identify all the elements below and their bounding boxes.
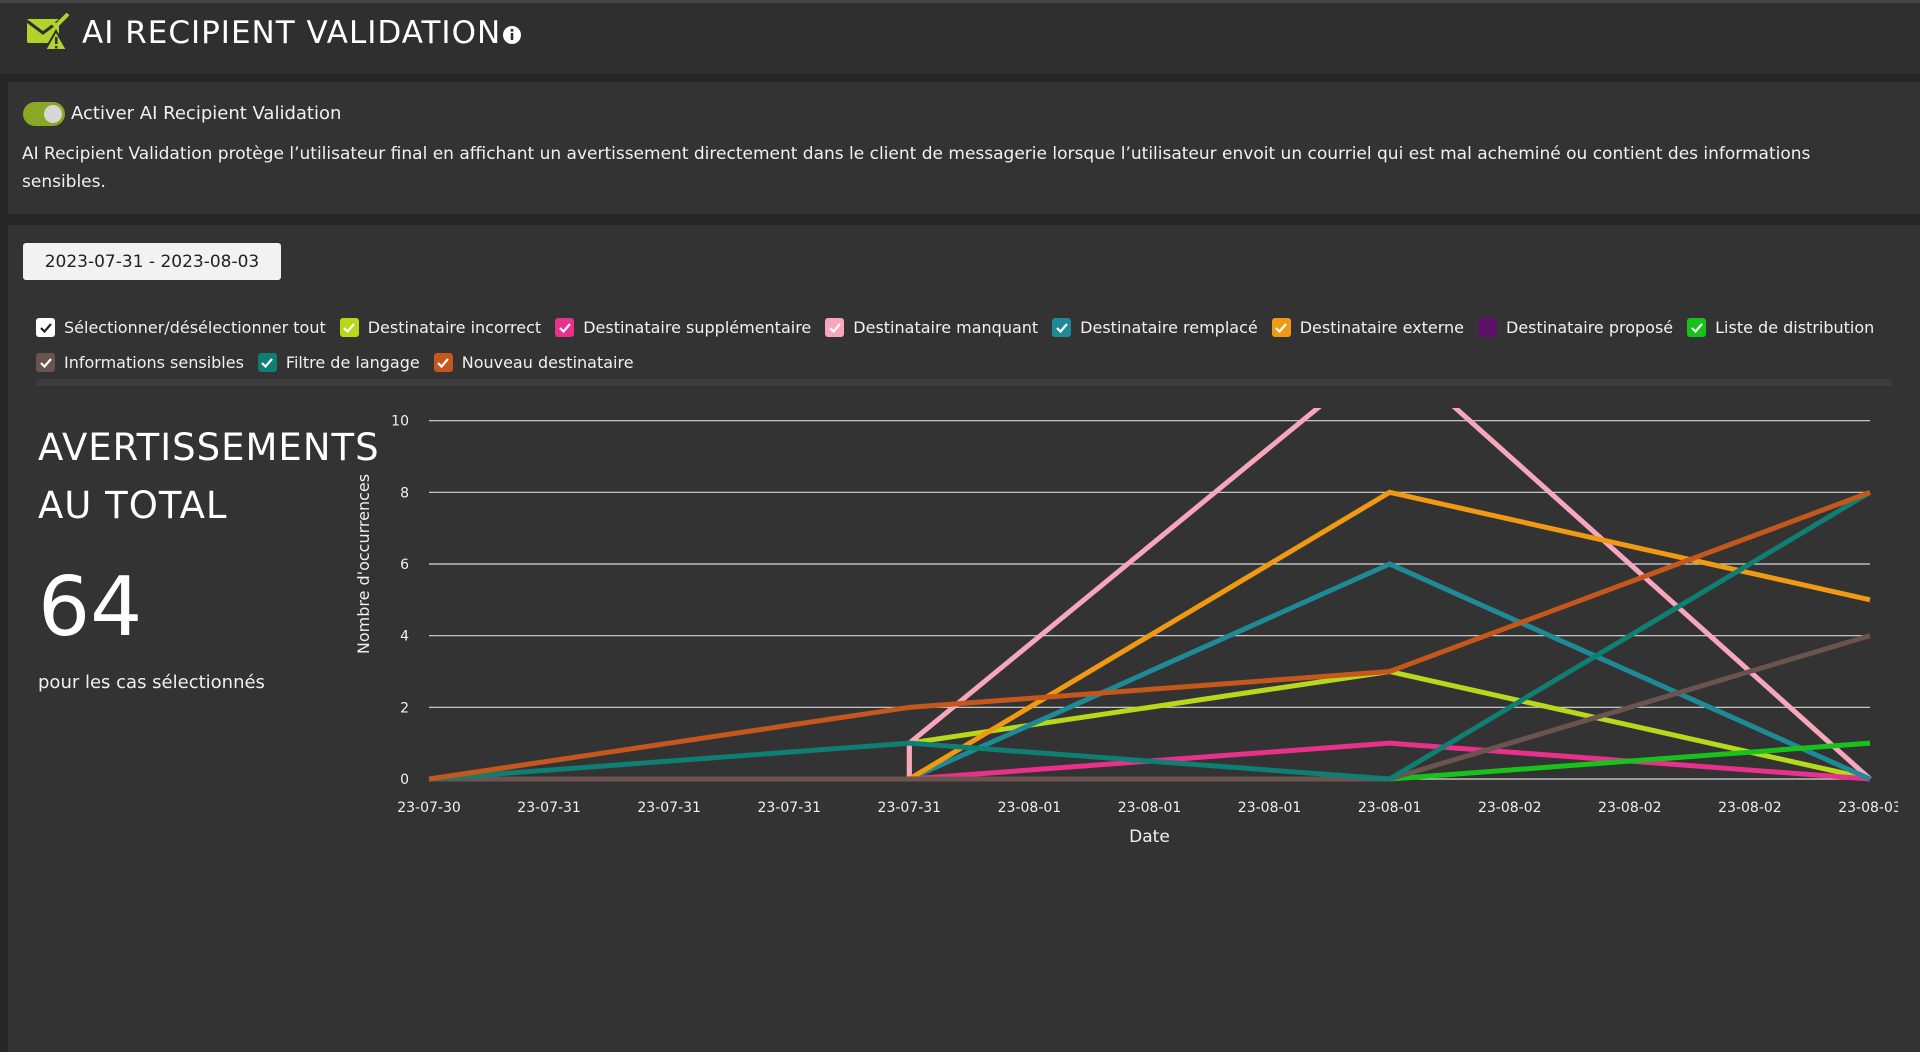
envelope-check-warning-icon bbox=[26, 13, 70, 51]
x-tick-label: 23-08-01 bbox=[1118, 800, 1182, 816]
checkmark-icon bbox=[829, 322, 841, 333]
legend-item[interactable]: Destinataire incorrect bbox=[339, 318, 542, 337]
y-tick-label: 8 bbox=[400, 485, 409, 501]
legend-item[interactable]: Filtre de langage bbox=[257, 353, 420, 372]
legend-checkbox[interactable] bbox=[1478, 318, 1497, 337]
legend-checkbox[interactable] bbox=[36, 353, 55, 372]
legend-label: Destinataire manquant bbox=[853, 318, 1039, 337]
x-tick-label: 23-08-03 bbox=[1838, 800, 1898, 816]
y-axis-label: Nombre d'occurrences bbox=[354, 474, 373, 654]
legend-label: Nouveau destinataire bbox=[461, 353, 634, 372]
checkmark-icon bbox=[39, 357, 52, 368]
legend-item[interactable]: Liste de distribution bbox=[1687, 318, 1874, 337]
y-tick-label: 4 bbox=[400, 629, 409, 645]
legend-checkbox[interactable] bbox=[36, 318, 55, 337]
info-icon[interactable] bbox=[502, 25, 522, 45]
x-tick-label: 23-08-01 bbox=[998, 800, 1062, 816]
series-line bbox=[429, 408, 1872, 782]
report-panel: 2023-07-31 - 2023-08-03 Sélectionner/dés… bbox=[8, 225, 1920, 1052]
divider bbox=[36, 379, 1892, 386]
legend-filters: Sélectionner/désélectionner tout Destinat… bbox=[36, 310, 1896, 380]
legend-item[interactable]: Destinataire externe bbox=[1271, 318, 1464, 337]
total-warnings-subtitle: pour les cas sélectionnés bbox=[38, 672, 265, 693]
legend-item[interactable]: Destinataire manquant bbox=[825, 318, 1038, 337]
y-tick-label: 10 bbox=[391, 414, 409, 430]
legend-label: Destinataire incorrect bbox=[367, 318, 542, 337]
y-tick-label: 2 bbox=[400, 700, 409, 716]
legend-checkbox[interactable] bbox=[555, 318, 575, 337]
legend-item[interactable]: Nouveau destinataire bbox=[433, 353, 634, 372]
total-title-line1: AVERTISSEMENTS bbox=[38, 426, 380, 469]
x-tick-label: 23-08-02 bbox=[1598, 800, 1662, 816]
warnings-line-chart: 02468101223-07-3023-07-3123-07-3123-07-3… bbox=[354, 408, 1898, 847]
legend-label: Informations sensibles bbox=[64, 353, 244, 372]
activation-panel: Activer AI Recipient Validation AI Recip… bbox=[8, 82, 1920, 214]
legend-checkbox[interactable] bbox=[1687, 318, 1707, 337]
x-tick-label: 23-07-31 bbox=[637, 800, 701, 816]
toggle-knob bbox=[44, 105, 62, 123]
legend-item[interactable]: Informations sensibles bbox=[36, 353, 244, 372]
series-line bbox=[428, 490, 1872, 782]
legend-item[interactable]: Destinataire supplémentaire bbox=[555, 318, 811, 337]
x-tick-label: 23-08-02 bbox=[1718, 800, 1782, 816]
legend-checkbox[interactable] bbox=[339, 318, 359, 337]
series-line bbox=[428, 489, 1871, 782]
app-header: AI RECIPIENT VALIDATION bbox=[0, 0, 1920, 74]
x-tick-label: 23-08-01 bbox=[1238, 800, 1302, 816]
y-tick-label: 0 bbox=[400, 772, 409, 788]
x-axis-label: Date bbox=[1129, 827, 1170, 847]
checkmark-icon bbox=[39, 322, 52, 333]
checkmark-icon bbox=[1690, 322, 1703, 333]
legend-item[interactable]: Destinataire remplacé bbox=[1052, 318, 1258, 337]
legend-checkbox[interactable] bbox=[1052, 318, 1072, 337]
legend-row: Informations sensibles Filtre de langage N… bbox=[36, 345, 1896, 380]
feature-description: AI Recipient Validation protège l’utilis… bbox=[22, 144, 1811, 192]
date-range-button[interactable]: 2023-07-31 - 2023-08-03 bbox=[23, 243, 281, 280]
x-tick-label: 23-07-31 bbox=[517, 800, 581, 816]
legend-label: Liste de distribution bbox=[1715, 318, 1875, 337]
legend-checkbox[interactable] bbox=[1271, 318, 1291, 337]
legend-label: Destinataire externe bbox=[1299, 318, 1464, 337]
x-tick-label: 23-07-30 bbox=[397, 800, 461, 816]
legend-label: Destinataire supplémentaire bbox=[583, 318, 812, 337]
checkmark-icon bbox=[343, 322, 356, 333]
checkmark-icon bbox=[1275, 322, 1288, 333]
total-warnings-title: AVERTISSEMENTS AU TOTAL bbox=[38, 419, 380, 535]
x-tick-label: 23-07-31 bbox=[757, 800, 821, 816]
legend-label: Filtre de langage bbox=[285, 353, 420, 372]
legend-checkbox[interactable] bbox=[257, 353, 277, 372]
checkmark-icon bbox=[437, 357, 450, 368]
activation-toggle-label: Activer AI Recipient Validation bbox=[71, 103, 342, 124]
checkmark-icon bbox=[558, 322, 571, 333]
page-title: AI RECIPIENT VALIDATION bbox=[82, 15, 502, 51]
activation-toggle[interactable] bbox=[23, 102, 65, 126]
legend-checkbox[interactable] bbox=[433, 353, 453, 372]
checkmark-icon bbox=[1055, 322, 1068, 333]
checkmark-icon bbox=[261, 357, 274, 368]
legend-label: Destinataire remplacé bbox=[1080, 318, 1258, 337]
legend-item[interactable]: Destinataire proposé bbox=[1478, 318, 1673, 337]
legend-item[interactable]: Sélectionner/désélectionner tout bbox=[36, 318, 326, 337]
legend-row: Sélectionner/désélectionner tout Destinat… bbox=[36, 310, 1896, 345]
legend-label: Destinataire proposé bbox=[1506, 318, 1674, 337]
legend-label: Sélectionner/désélectionner tout bbox=[64, 318, 326, 337]
x-tick-label: 23-07-31 bbox=[878, 800, 942, 816]
total-title-line2: AU TOTAL bbox=[38, 484, 228, 527]
y-tick-label: 6 bbox=[400, 557, 409, 573]
x-tick-label: 23-08-02 bbox=[1478, 800, 1542, 816]
legend-checkbox[interactable] bbox=[825, 318, 845, 337]
x-tick-label: 23-08-01 bbox=[1358, 800, 1422, 816]
total-warnings-count: 64 bbox=[38, 560, 143, 655]
